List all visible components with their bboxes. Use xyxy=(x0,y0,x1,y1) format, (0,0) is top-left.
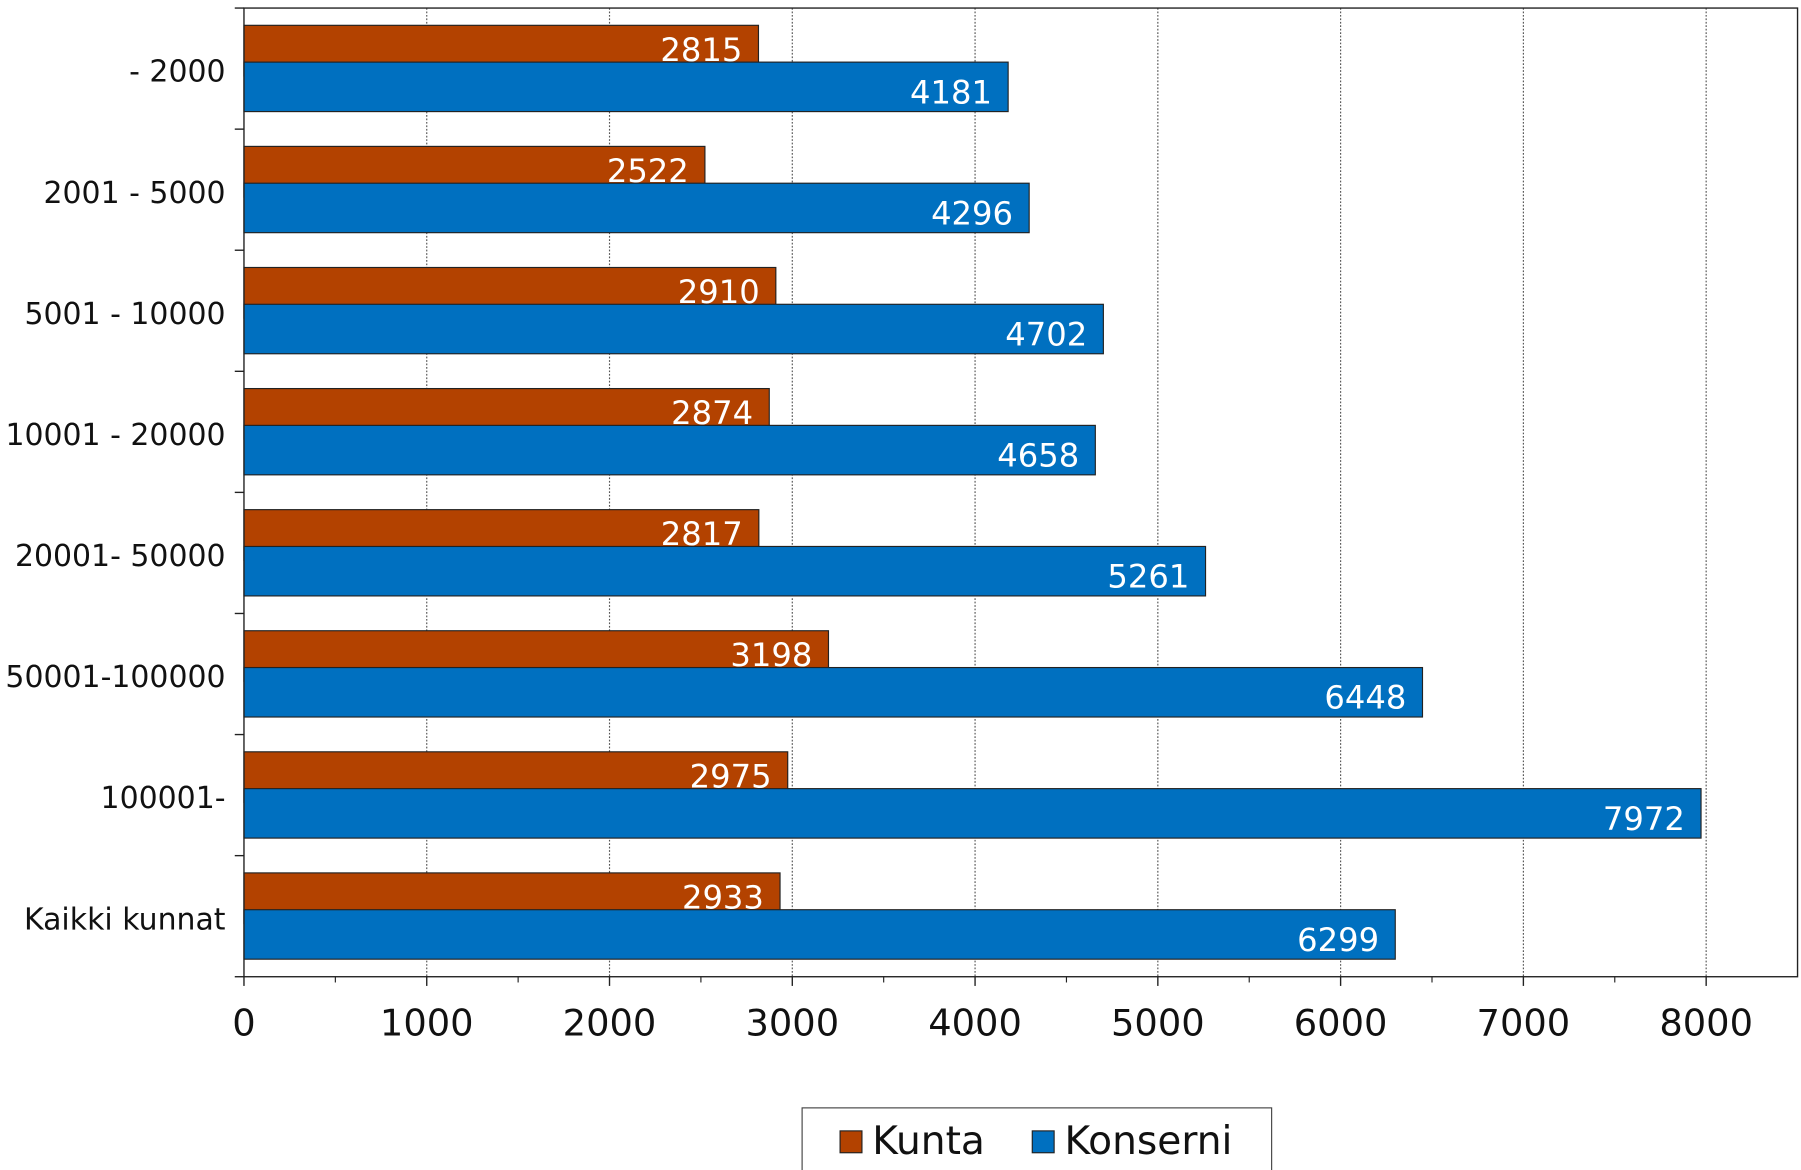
bar-value-label: 4296 xyxy=(931,194,1013,232)
y-tick-label: 2001 - 5000 xyxy=(43,176,225,211)
x-tick-label: 6000 xyxy=(1294,1002,1388,1045)
x-tick-label: 8000 xyxy=(1659,1002,1753,1045)
x-tick-label: 5000 xyxy=(1111,1002,1205,1045)
x-tick-label: 1000 xyxy=(380,1002,474,1045)
y-tick-label: 50001-100000 xyxy=(5,660,225,695)
bars: 2815418125224296291047022874465828175261… xyxy=(243,24,1702,960)
y-tick-label: 20001- 50000 xyxy=(15,539,226,574)
x-tick-label: 4000 xyxy=(928,1002,1022,1045)
bar-value-label: 4181 xyxy=(910,73,992,111)
bar-value-label: 6299 xyxy=(1297,921,1379,959)
bar-value-label: 6448 xyxy=(1324,679,1406,717)
legend-label: Kunta xyxy=(872,1119,985,1164)
axes: 0 1000 2000 3000 4000 5000 6000 7000 8000 - 2000 2… xyxy=(5,7,1799,1045)
legend: Kunta Konserni xyxy=(839,1119,1232,1164)
legend-swatch xyxy=(1031,1130,1055,1154)
bar-value-label: 4702 xyxy=(1005,316,1087,354)
bar xyxy=(243,61,1009,113)
y-tick-label: 10001 - 20000 xyxy=(5,418,225,453)
y-tick-label: 100001- xyxy=(101,781,226,816)
bar xyxy=(243,909,1396,960)
bar xyxy=(243,424,1096,476)
legend-label: Konserni xyxy=(1064,1119,1232,1164)
bar xyxy=(243,303,1104,355)
x-tick-label: 0 xyxy=(232,1002,255,1045)
bar-value-label: 5261 xyxy=(1107,558,1189,596)
bar xyxy=(243,666,1424,718)
y-tick-label: 5001 - 10000 xyxy=(24,297,225,332)
bar xyxy=(243,788,1702,839)
legend-swatch xyxy=(839,1130,863,1154)
y-tick-label: - 2000 xyxy=(129,55,225,90)
x-tick-label: 7000 xyxy=(1477,1002,1571,1045)
bar-value-label: 4658 xyxy=(997,437,1079,475)
x-tick-label: 3000 xyxy=(745,1002,839,1045)
bar xyxy=(243,182,1030,234)
x-tick-label: 2000 xyxy=(563,1002,657,1045)
grid xyxy=(426,8,1707,977)
bar xyxy=(243,545,1207,597)
y-tick-label: Kaikki kunnat xyxy=(24,902,226,937)
bar-value-label: 7972 xyxy=(1603,800,1685,838)
